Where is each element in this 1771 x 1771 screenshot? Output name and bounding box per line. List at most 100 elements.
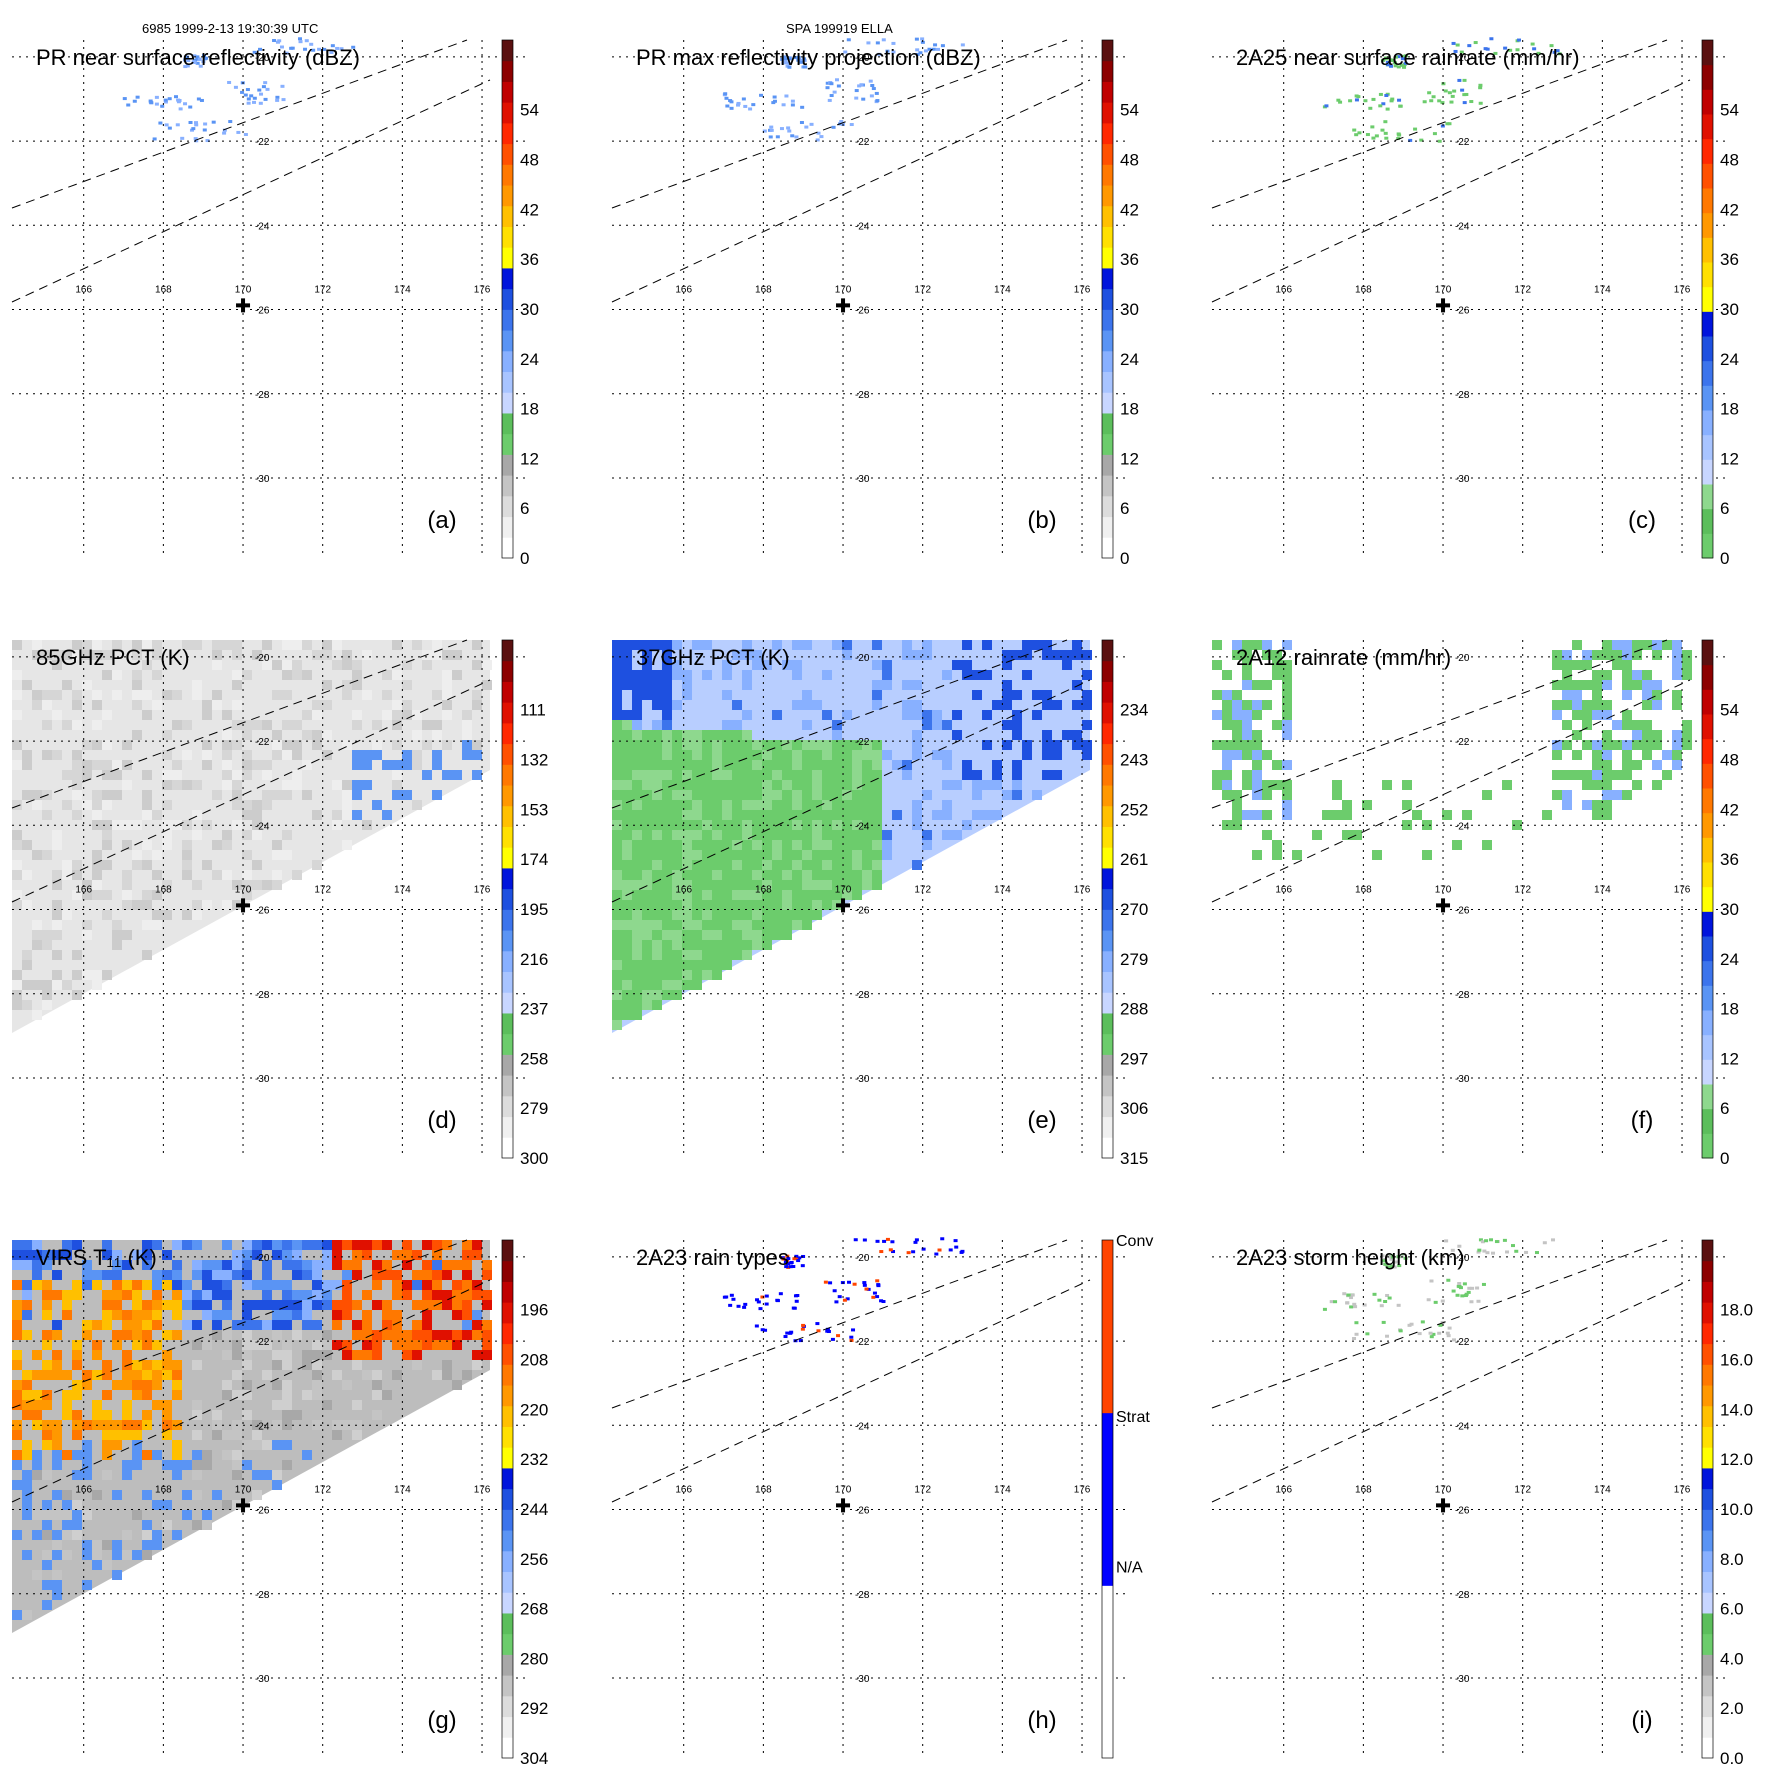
colorbar-segment [502, 764, 513, 786]
lat-tick-label: -30 [1455, 1074, 1470, 1085]
lon-tick-label: 170 [1435, 885, 1452, 896]
lat-tick-label: -30 [855, 1674, 870, 1685]
colorbar-segment [502, 805, 513, 827]
colorbar-label: 12 [1120, 449, 1139, 468]
colorbar-segment [1702, 664, 1713, 690]
colorbar-label: 48 [1120, 151, 1139, 170]
lon-tick-label: 166 [75, 885, 92, 896]
colorbar-label: 297 [1120, 1049, 1148, 1068]
colorbar-label: 24 [1720, 350, 1739, 369]
colorbar-segment [502, 785, 513, 807]
colorbar-label: 54 [520, 101, 539, 120]
colorbar-segment [1702, 812, 1713, 838]
colorbar-label: 8.0 [1720, 1550, 1744, 1569]
lat-tick-label: -30 [855, 1074, 870, 1085]
colorbar-segment [1102, 805, 1113, 827]
colorbar-segment [1702, 1364, 1713, 1386]
colorbar-label: 6 [1120, 499, 1129, 518]
lat-tick-label: -28 [855, 390, 870, 401]
colorbar-segment [1702, 1260, 1713, 1282]
colorbar-segment [1702, 640, 1713, 666]
lat-tick-label: -20 [1455, 653, 1470, 664]
colorbar-label: 288 [1120, 1000, 1148, 1019]
colorbar-segment [502, 185, 513, 207]
colorbar-segment [502, 122, 513, 145]
colorbar-segment [502, 743, 513, 765]
storm-center-marker [1436, 898, 1451, 913]
colorbar-segment [1702, 960, 1713, 986]
colorbar-label: Strat [1116, 1409, 1150, 1426]
panel-letter: (c) [1628, 507, 1656, 534]
lon-tick-label: 168 [155, 885, 172, 896]
colorbar-segment [1702, 434, 1713, 460]
colorbar-segment [1702, 1385, 1713, 1407]
colorbar-segment [1702, 1695, 1713, 1718]
colorbar-label: 268 [520, 1600, 548, 1619]
swath-edge-upper [11, 39, 468, 209]
panel-title: VIRS T₁₁ (K) [36, 1245, 157, 1270]
swath-edge-upper [11, 1239, 468, 1409]
colorbar-segment [1702, 1737, 1713, 1759]
colorbar-segment [502, 1095, 513, 1118]
swath-edge-lower [611, 679, 1091, 903]
colorbar-segment [502, 1075, 513, 1097]
colorbar-segment [1702, 459, 1713, 485]
lon-tick-label: 174 [394, 1485, 411, 1496]
data-field [122, 37, 356, 143]
colorbar: 304 292 280 268 256 244 232 220 208 196 [501, 1239, 548, 1768]
colorbar-label: 300 [520, 1149, 548, 1168]
colorbar-segment [502, 1530, 513, 1552]
colorbar-segment [502, 1054, 513, 1076]
colorbar-segment [1102, 495, 1113, 518]
panel-letter: (f) [1631, 1107, 1654, 1134]
colorbar-label: Conv [1116, 1233, 1153, 1250]
lon-tick-label: 170 [1435, 1485, 1452, 1496]
colorbar-segment [502, 226, 513, 248]
colorbar-segment [1702, 1654, 1713, 1676]
lat-lon-grid: 166 168 170 172 174 176 -20 -22 -24 -26 -28 -30 [12, 640, 530, 1158]
colorbar-frame [1101, 39, 1114, 559]
colorbar-label: 292 [520, 1699, 548, 1718]
colorbar-label: 0.0 [1720, 1749, 1744, 1768]
colorbar-label: 12.0 [1720, 1450, 1753, 1469]
colorbar-label: 30 [520, 300, 539, 319]
colorbar-segment [1102, 888, 1113, 910]
colorbar-segment [1702, 1592, 1713, 1614]
colorbar-segment [1102, 785, 1113, 807]
lon-tick-label: 176 [1074, 285, 1091, 296]
colorbar-segment [1102, 909, 1113, 931]
colorbar-segment [1102, 992, 1113, 1014]
colorbar-segment [1702, 533, 1713, 559]
storm-center-marker [1436, 1498, 1451, 1513]
swath-area [1212, 640, 1690, 1033]
colorbar-segment [1702, 837, 1713, 863]
colorbar-segment [502, 1612, 513, 1635]
colorbar-label: 24 [1720, 950, 1739, 969]
storm-identifier: SPA 199919 ELLA [786, 21, 893, 36]
colorbar-segment [502, 143, 513, 165]
panel-e: 166 168 170 172 174 176 -20 -22 -24 -26 -28 -30 37GH… [611, 639, 1148, 1168]
colorbar-segment [502, 1633, 513, 1655]
colorbar-segment [502, 537, 513, 559]
panel-title: 2A12 rainrate (mm/hr) [1236, 645, 1451, 670]
colorbar-label: 0 [520, 549, 529, 568]
swath-edge-lower [611, 79, 1091, 303]
lon-tick-label: 174 [1594, 1485, 1611, 1496]
lat-lon-grid: 166 168 170 172 174 176 -20 -22 -24 -26 -28 -30 [612, 40, 1130, 558]
colorbar-segment [1702, 689, 1713, 715]
colorbar-label: 111 [520, 701, 546, 720]
colorbar: 0 6 12 18 24 30 36 42 48 54 [501, 39, 539, 568]
colorbar-segment [502, 1488, 513, 1510]
data-field [1322, 37, 1562, 143]
data-field [722, 37, 965, 142]
lat-tick-label: -22 [255, 1337, 270, 1348]
colorbar-segment [502, 40, 513, 62]
colorbar-segment [1102, 164, 1113, 186]
colorbar-segment [502, 392, 513, 414]
colorbar-segment [1702, 911, 1713, 937]
panel-title: 85GHz PCT (K) [36, 645, 190, 670]
colorbar-segment [502, 454, 513, 476]
colorbar-segment [1702, 1571, 1713, 1593]
lat-tick-label: -26 [855, 1506, 870, 1517]
lon-tick-label: 172 [1514, 285, 1531, 296]
